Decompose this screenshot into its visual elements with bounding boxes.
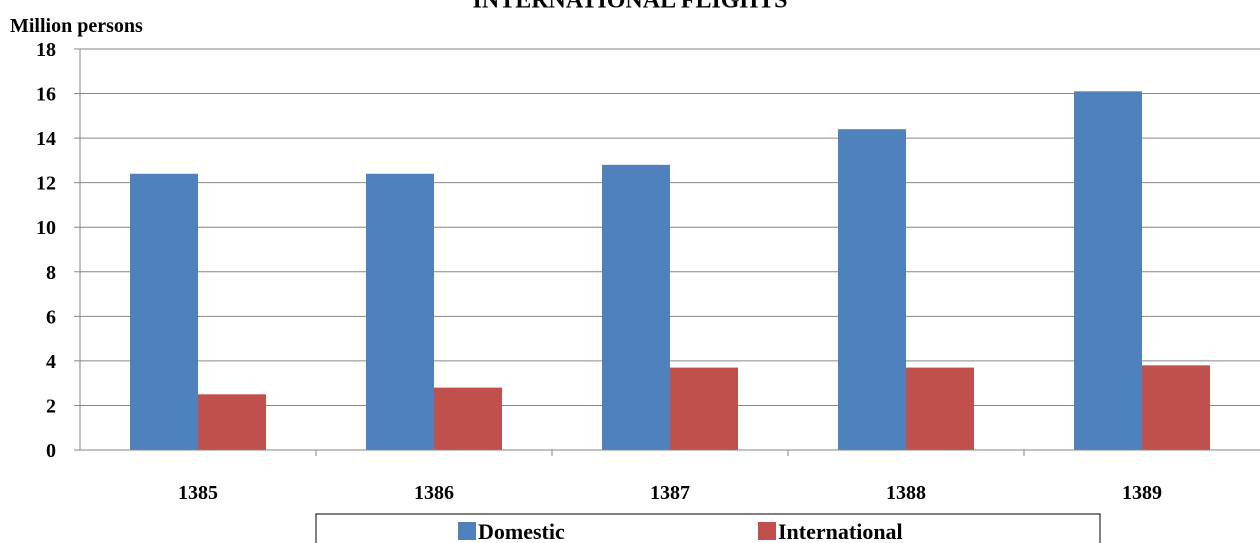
legend-swatch-domestic <box>458 522 476 540</box>
bar-international-1387 <box>670 367 738 450</box>
bar-domestic-1389 <box>1074 91 1142 451</box>
y-tick-label: 2 <box>46 395 56 417</box>
legend: Domestic International <box>315 513 1101 543</box>
axes <box>79 49 1260 456</box>
y-tick-label: 0 <box>46 440 56 462</box>
x-tick-label: 1387 <box>650 482 690 504</box>
x-tick-label: 1385 <box>178 482 218 504</box>
y-tick-label: 16 <box>36 84 56 106</box>
bars <box>130 91 1210 451</box>
y-tick-label: 18 <box>36 39 56 61</box>
legend-label-domestic: Domestic <box>478 519 565 543</box>
y-axis-label: Million persons <box>10 15 143 37</box>
y-tick-label: 8 <box>46 262 56 284</box>
bar-domestic-1385 <box>130 173 198 450</box>
bar-international-1385 <box>198 394 266 450</box>
legend-label-international: International <box>778 519 903 543</box>
bar-domestic-1388 <box>838 129 906 450</box>
bar-domestic-1387 <box>602 164 670 450</box>
y-tick-label: 6 <box>46 306 56 328</box>
bar-international-1386 <box>434 387 502 450</box>
bar-domestic-1386 <box>366 173 434 450</box>
y-tick-label: 12 <box>36 173 56 195</box>
y-tick-label: 4 <box>46 351 56 373</box>
legend-box <box>315 513 1101 543</box>
x-tick-labels: 1385 1386 1387 1388 1389 <box>178 482 1162 504</box>
bar-international-1388 <box>906 367 974 450</box>
y-tick-label: 14 <box>36 128 56 150</box>
y-tick-label: 10 <box>36 217 56 239</box>
x-tick-label: 1389 <box>1122 482 1162 504</box>
y-tick-labels: 0 2 4 6 8 10 12 14 16 18 <box>36 39 56 462</box>
legend-swatch-international <box>758 522 776 540</box>
x-tick-label: 1388 <box>886 482 926 504</box>
bar-international-1389 <box>1142 365 1210 450</box>
chart-title: INTERNATIONAL FLIGHTS <box>473 0 788 14</box>
x-tick-label: 1386 <box>414 482 454 504</box>
